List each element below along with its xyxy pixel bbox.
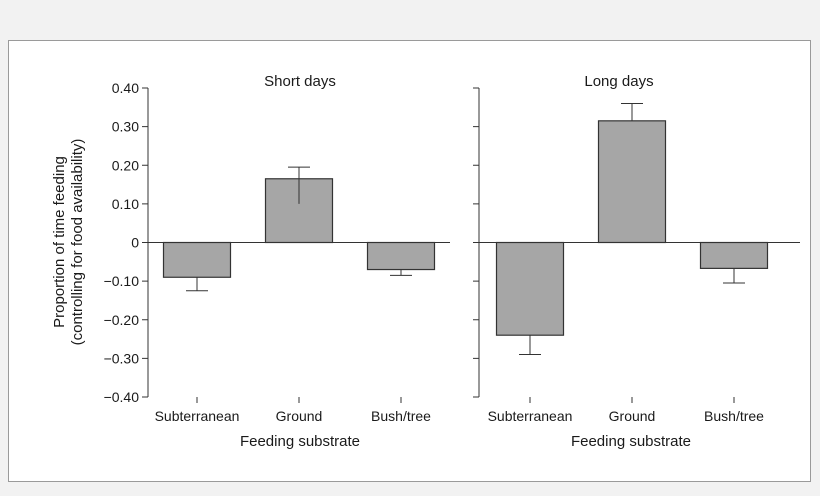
x-tick-label: Ground	[276, 408, 323, 424]
x-axis-label-long-days: Feeding substrate	[571, 433, 691, 450]
y-tick-label: 0	[131, 235, 139, 251]
y-tick-label: 0.40	[112, 80, 139, 96]
y-tick-label: 0.10	[112, 196, 139, 212]
y-axis-label-line-2: (controlling for food availability)	[69, 139, 86, 346]
y-axis-label-line-1: Proportion of time feeding	[51, 156, 68, 328]
bar-ground	[597, 120, 667, 244]
bar-subterranean	[162, 241, 232, 278]
y-tick-label: −0.20	[104, 312, 140, 328]
x-axis-label-short-days: Feeding substrate	[240, 433, 360, 450]
y-tick-label: 0.20	[112, 157, 139, 173]
bar-subterranean	[495, 241, 565, 336]
y-tick-label: −0.40	[104, 389, 140, 405]
x-tick-label: Bush/tree	[704, 408, 764, 424]
y-tick-label: −0.10	[104, 273, 140, 289]
chart-panel-long-days: Long days Feeding substrate Subterranean…	[473, 73, 800, 450]
x-tick-label: Ground	[609, 408, 656, 424]
chart-panel-short-days: Short days Proportion of time feeding (c…	[51, 73, 450, 450]
panel-title-short-days: Short days	[264, 73, 336, 90]
panel-title-long-days: Long days	[584, 73, 653, 90]
y-tick-label: 0.30	[112, 119, 139, 135]
bar-bush-tree	[366, 241, 436, 271]
x-tick-label: Subterranean	[155, 408, 240, 424]
bar-bush-tree	[699, 241, 769, 269]
x-tick-label: Bush/tree	[371, 408, 431, 424]
y-tick-label: −0.30	[104, 350, 140, 366]
x-tick-label: Subterranean	[488, 408, 573, 424]
